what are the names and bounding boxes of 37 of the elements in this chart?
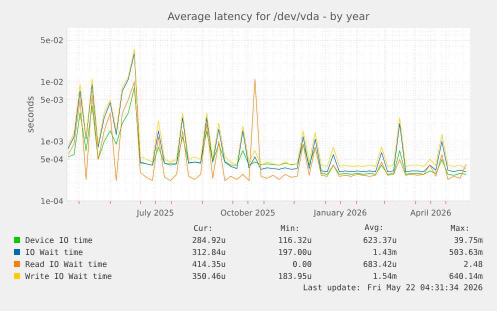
y-tick-label: 1e-02 bbox=[41, 78, 63, 85]
x-tick-label: January 2026 bbox=[313, 210, 366, 218]
text: 39.75m bbox=[454, 236, 482, 244]
legend-label: Write IO Wait time bbox=[25, 272, 112, 280]
y-tick-label: 5e-02 bbox=[41, 37, 63, 44]
y-tick-label: 1e-03 bbox=[41, 138, 63, 144]
text: 284.92u bbox=[192, 236, 226, 244]
text: 414.35u bbox=[192, 260, 226, 268]
x-tick-label: October 2025 bbox=[220, 210, 275, 216]
legend-label: IO Wait time bbox=[26, 248, 83, 256]
text: 1.54m bbox=[374, 273, 396, 279]
text: 183.95u bbox=[279, 272, 312, 280]
text: 312.84u bbox=[192, 248, 226, 256]
text: 2.48 bbox=[464, 260, 482, 268]
legend-label: Device IO time bbox=[26, 236, 92, 244]
text: Avg: bbox=[364, 224, 382, 232]
text: 1.43m bbox=[374, 248, 396, 256]
text: 503.63m bbox=[450, 248, 482, 256]
y-tick-label: 5e-03 bbox=[41, 96, 63, 103]
text: 640.14m bbox=[450, 272, 482, 280]
text: 116.32u bbox=[279, 236, 312, 244]
text: Last update: Fri May 22 04:31:34 2026 bbox=[304, 284, 482, 292]
text: 0.00 bbox=[293, 260, 312, 268]
y-axis-title: seconds bbox=[26, 96, 34, 132]
text: 623.37u bbox=[364, 236, 396, 244]
text: 350.46u bbox=[192, 272, 226, 280]
legend-label: Read IO Wait time bbox=[26, 260, 107, 268]
text: 197.00u bbox=[279, 248, 312, 256]
text: Min: bbox=[280, 224, 298, 232]
text: 683.42u bbox=[364, 260, 396, 268]
y-tick-label: 1e-04 bbox=[41, 198, 64, 204]
x-tick-label: April 2026 bbox=[410, 210, 451, 218]
x-tick-label: July 2025 bbox=[136, 210, 174, 218]
y-tick-label: 5e-04 bbox=[41, 156, 64, 162]
text: Max: bbox=[450, 225, 468, 231]
text: Cur: bbox=[194, 224, 211, 232]
chart-title: Average latency for /dev/vda - by year bbox=[168, 12, 370, 22]
